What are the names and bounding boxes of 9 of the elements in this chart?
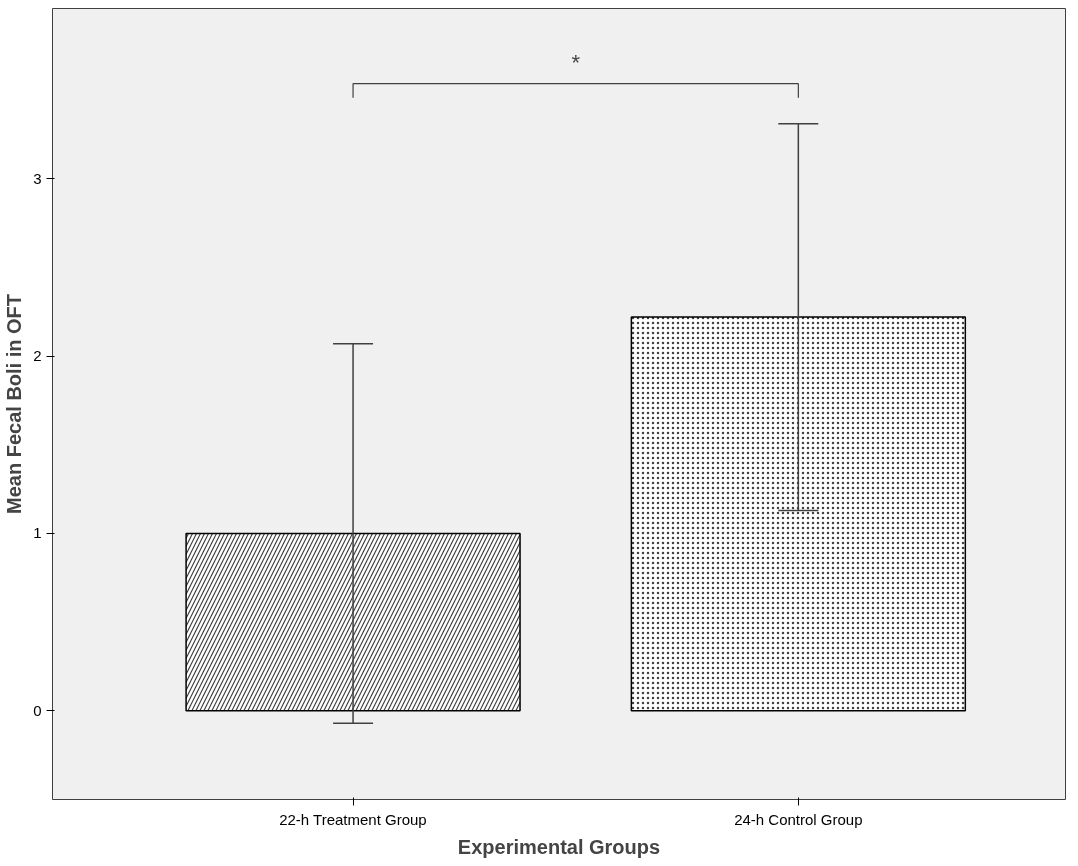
x-axis-title: Experimental Groups — [457, 835, 661, 858]
y-tick-label: 3 — [33, 169, 42, 187]
annotation: * — [571, 49, 581, 75]
y-tick-label: 2 — [33, 347, 42, 365]
x-tick-label: 22-h Treatment Group — [279, 810, 427, 828]
y-tick-label: 0 — [33, 701, 42, 719]
x-tick-label: 24-h Control Group — [734, 810, 863, 828]
y-axis-title: Mean Fecal Boli in OFT — [3, 293, 26, 515]
y-tick-label: 1 — [33, 524, 42, 542]
